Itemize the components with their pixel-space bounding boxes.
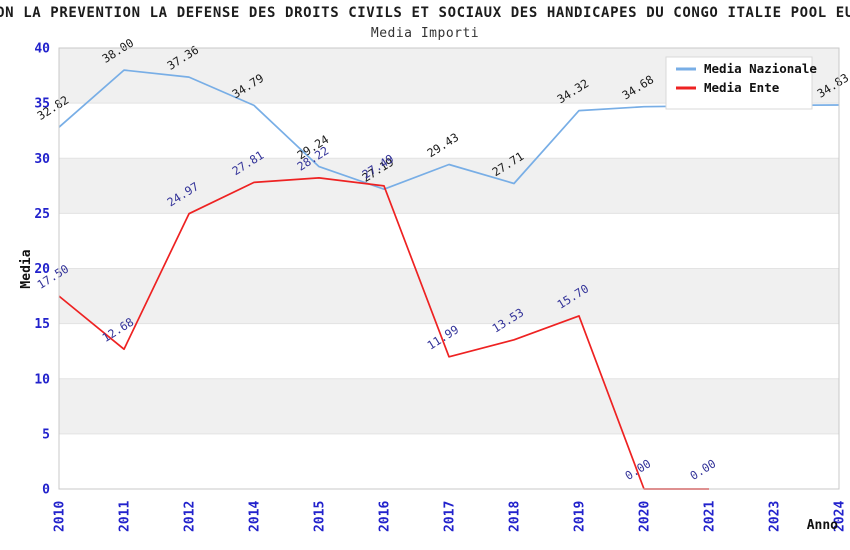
x-tick-label: 2017 [443, 501, 458, 532]
y-tick-label: 40 [34, 42, 50, 57]
x-tick-label: 2016 [378, 501, 393, 532]
legend: Media Nazionale Media Ente [665, 56, 817, 110]
plot-band [59, 378, 839, 434]
chart-subtitle: Media Importi [370, 26, 480, 41]
x-tick-label: 2018 [508, 501, 523, 532]
y-tick-label: 25 [34, 207, 50, 222]
plot-border [58, 47, 840, 490]
y-tick-label: 35 [34, 97, 50, 112]
legend-label: Media Nazionale [704, 61, 817, 76]
y-tick-label: 20 [34, 262, 50, 277]
x-tick-label: 2023 [768, 501, 783, 532]
legend-item-media-ente[interactable]: Media Ente [676, 80, 780, 95]
chart-title: ON LA PREVENTION LA DEFENSE DES DROITS C… [0, 5, 850, 21]
x-tick-label: 2012 [183, 501, 198, 532]
y-tick-label: 10 [34, 372, 50, 387]
legend-label: Media Ente [704, 80, 780, 95]
x-tick-label: 2015 [313, 501, 328, 532]
x-tick-label: 2014 [248, 501, 263, 532]
legend-item-media-nazionale[interactable]: Media Nazionale [676, 61, 817, 76]
x-tick-label: 2020 [638, 501, 653, 532]
legend-box [665, 56, 813, 110]
x-axis-title: Anno [807, 518, 838, 533]
plot-band [59, 268, 839, 324]
y-axis-title: Media [19, 249, 34, 288]
data-label-media-ente: 0.00 [687, 456, 718, 483]
plot-band [59, 158, 839, 214]
series-line-media-ente [58, 177, 709, 490]
x-tick-label: 2021 [703, 501, 718, 532]
data-label-media-ente: 0.00 [622, 456, 653, 483]
x-tick-label: 2019 [573, 501, 588, 532]
y-tick-label: 30 [34, 152, 50, 167]
x-tick-label: 2010 [53, 501, 68, 532]
data-label-media-ente: 11.99 [424, 322, 461, 352]
y-tick-label: 15 [34, 317, 50, 332]
y-tick-label: 5 [42, 427, 50, 442]
y-tick-label: 0 [42, 483, 50, 498]
x-tick-label: 2011 [118, 501, 133, 532]
data-label-media-nazionale: 29.43 [424, 130, 461, 160]
x-tick-label: 2024 [833, 501, 848, 532]
